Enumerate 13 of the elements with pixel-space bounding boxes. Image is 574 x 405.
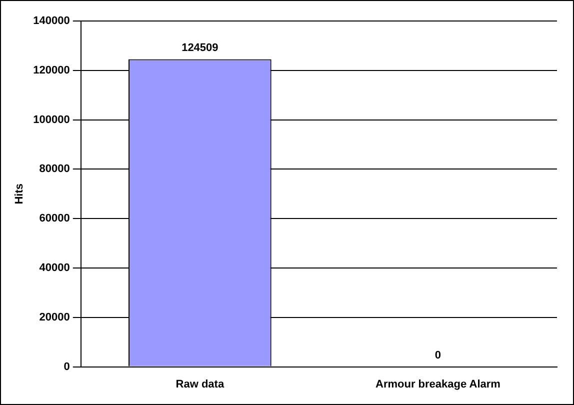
- y-tick-label: 120000: [33, 64, 70, 76]
- y-tick-label: 40000: [39, 262, 70, 274]
- y-tick-label: 140000: [33, 15, 70, 28]
- y-tick-label: 100000: [33, 114, 70, 126]
- y-tick-label: 60000: [39, 212, 70, 225]
- x-tick-label: Raw data: [176, 378, 225, 390]
- x-tick-label: Armour breakage Alarm: [376, 378, 501, 390]
- y-axis-title: Hits: [14, 184, 26, 204]
- data-label: 0: [434, 349, 442, 362]
- y-tick-label: 80000: [39, 163, 70, 176]
- data-label: 124509: [182, 42, 218, 54]
- y-tick-label: 20000: [39, 311, 70, 324]
- y-tick-label: 0: [64, 360, 70, 373]
